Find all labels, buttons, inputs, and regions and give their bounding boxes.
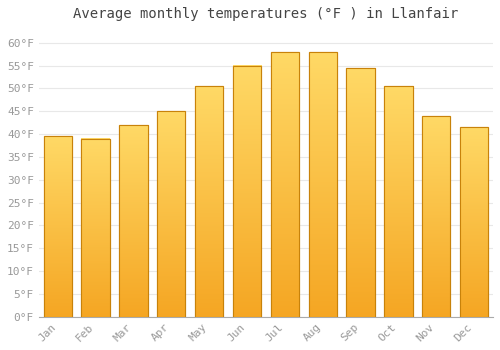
Bar bbox=[44, 136, 72, 317]
Bar bbox=[346, 68, 375, 317]
Bar bbox=[157, 111, 186, 317]
Bar bbox=[270, 52, 299, 317]
Bar bbox=[460, 127, 488, 317]
Title: Average monthly temperatures (°F ) in Llanfair: Average monthly temperatures (°F ) in Ll… bbox=[74, 7, 458, 21]
Bar bbox=[119, 125, 148, 317]
Bar bbox=[384, 86, 412, 317]
Bar bbox=[270, 52, 299, 317]
Bar bbox=[195, 86, 224, 317]
Bar bbox=[119, 125, 148, 317]
Bar bbox=[422, 116, 450, 317]
Bar bbox=[384, 86, 412, 317]
Bar bbox=[82, 139, 110, 317]
Bar bbox=[346, 68, 375, 317]
Bar bbox=[233, 65, 261, 317]
Bar bbox=[233, 65, 261, 317]
Bar bbox=[195, 86, 224, 317]
Bar bbox=[82, 139, 110, 317]
Bar bbox=[44, 136, 72, 317]
Bar bbox=[308, 52, 337, 317]
Bar bbox=[422, 116, 450, 317]
Bar bbox=[460, 127, 488, 317]
Bar bbox=[157, 111, 186, 317]
Bar bbox=[308, 52, 337, 317]
